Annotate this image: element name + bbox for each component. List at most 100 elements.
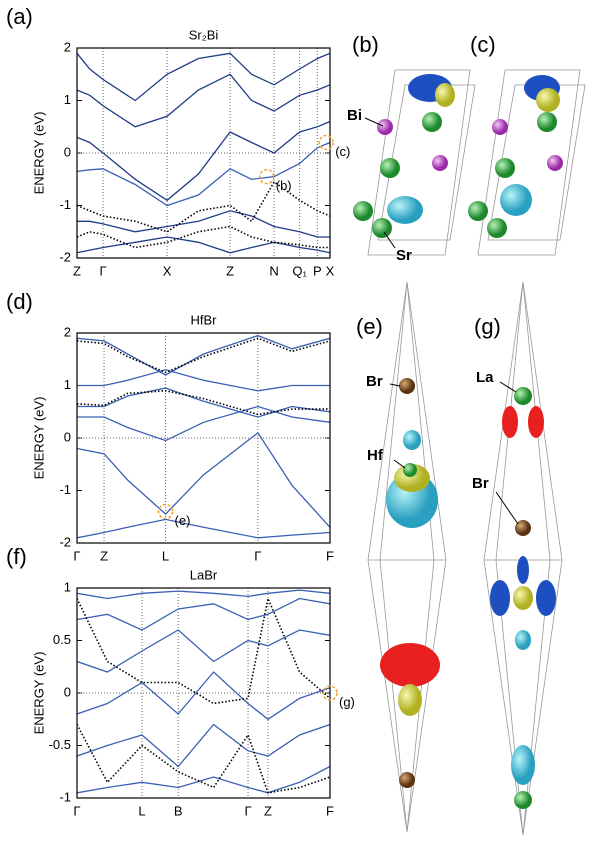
band-line [77,723,330,768]
x-tick-label: B [174,803,183,818]
cell [367,281,447,833]
x-tick-label: Q₁ [292,263,307,278]
orbital [490,580,510,616]
panel-label: (d) [6,289,33,314]
x-tick-label: Γ [99,263,106,278]
atom-label: Br [366,373,383,390]
x-tick-label: Z [226,263,234,278]
band-line [77,120,330,202]
pointer [364,117,384,127]
orbital [380,643,440,687]
band-line [77,141,330,207]
atom-label: Sr [396,247,412,264]
orbital [500,184,532,216]
y-tick-label: 0 [64,429,71,444]
x-tick-label: Γ [73,803,80,818]
atom [353,201,373,221]
y-tick-label: -1 [59,482,71,497]
x-tick-label: X [326,263,335,278]
band-line [77,225,330,249]
orbital [536,88,560,112]
x-tick-label: X [163,263,172,278]
band-line [77,629,330,673]
cell [367,69,471,256]
band-line [77,73,330,128]
panel-label: (c) [470,32,496,57]
atom [372,218,392,238]
atom [537,112,557,132]
orbital [528,406,544,438]
y-tick-label: -2 [59,534,71,549]
x-tick-label: Z [264,803,272,818]
y-tick-label: 0.5 [53,632,71,647]
panel-label: (g) [474,314,501,339]
atom [432,155,448,171]
y-tick-label: 0 [64,684,71,699]
chart-title: LaBr [190,567,218,582]
atom [468,201,488,221]
plot-frame [76,47,331,259]
x-tick-label: N [269,263,278,278]
highlight-circle [157,503,174,520]
highlight-circle [318,134,334,151]
band-line [77,180,330,233]
pointer [389,383,401,387]
structure-e: (e) Br Hf [356,281,447,833]
cell [379,281,435,833]
orbital [502,406,518,438]
orbital [511,745,535,785]
y-tick-label: -2 [59,249,71,264]
pointer [393,459,406,469]
atom [492,119,508,135]
x-tick-label: F [326,548,334,563]
band-line [77,595,330,705]
x-tick-label: Γ [73,548,80,563]
y-axis-label: ENERGY (eV) [31,112,46,195]
cell [477,69,581,256]
orbital [435,83,455,107]
annotation: (c) [335,144,350,159]
atom [380,158,400,178]
band-line [77,765,330,794]
atom [515,520,531,536]
atom [399,772,415,788]
y-axis-label: ENERGY (eV) [31,397,46,480]
panel-label: (b) [352,32,379,57]
orbital [515,630,531,650]
atom [495,158,515,178]
atom [403,463,417,477]
band-line [77,369,330,392]
orbital [536,580,556,616]
atom [377,119,393,135]
band-line [77,52,330,102]
band-line [77,210,330,238]
x-tick-label: Γ [244,803,251,818]
atom [514,791,532,809]
band-line [77,334,330,376]
atom-label: Br [472,475,489,492]
x-tick-label: Z [73,263,81,278]
band-line [77,518,330,539]
y-tick-label: -1 [59,789,71,804]
annotation: (e) [175,513,191,528]
band-line [77,405,330,442]
x-tick-label: L [162,548,169,563]
cell [487,84,586,241]
pointer [383,231,396,249]
highlight-circle [322,685,338,701]
y-tick-label: 2 [64,39,71,54]
orbital [394,464,430,492]
structure-c: (c) [468,32,586,256]
cell [377,84,476,241]
band-line [77,337,330,374]
annotation: (b) [276,178,292,193]
band-line [77,236,330,254]
x-tick-label: L [138,803,145,818]
atom [514,387,532,405]
y-axis-label: ENERGY (eV) [31,652,46,735]
annotation: (g) [339,694,355,709]
band-line [77,597,330,631]
orbital [403,430,421,450]
y-tick-label: 1 [64,377,71,392]
